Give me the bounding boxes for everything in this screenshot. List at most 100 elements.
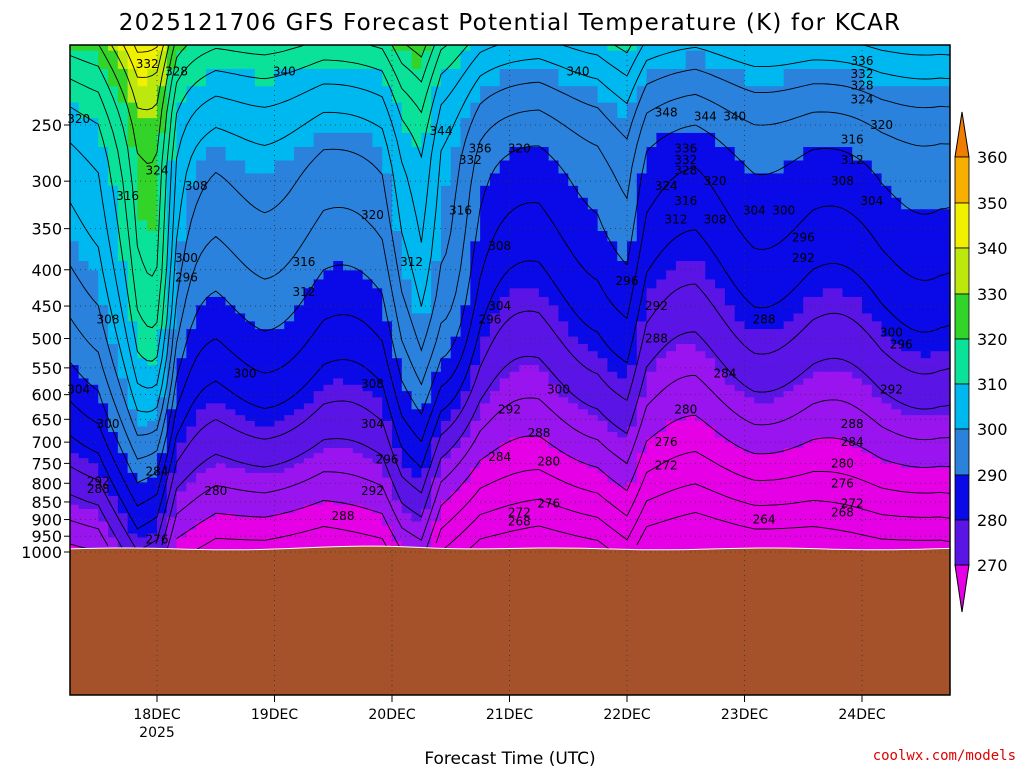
field-cell: [450, 230, 462, 242]
field-cell: [176, 287, 187, 297]
field-cell: [519, 146, 530, 161]
field-cell: [558, 520, 569, 526]
field-cell: [489, 457, 501, 464]
field-cell: [431, 278, 442, 289]
field-cell: [480, 45, 491, 51]
field-cell: [617, 219, 628, 231]
field-cell: [499, 447, 511, 454]
field-cell: [401, 287, 413, 297]
field-cell: [333, 85, 344, 103]
field-cell: [548, 146, 560, 161]
field-cell: [147, 159, 158, 174]
field-cell: [372, 536, 383, 542]
field-cell: [245, 328, 256, 337]
field-cell: [235, 304, 246, 314]
field-cell: [225, 457, 236, 464]
field-cell: [744, 472, 755, 478]
field-cell: [666, 481, 677, 487]
field-cell: [715, 197, 726, 210]
field-cell: [724, 532, 736, 538]
field-cell: [70, 490, 80, 496]
field-cell: [352, 457, 364, 464]
field-cell: [137, 371, 148, 379]
field-cell: [127, 499, 139, 505]
field-cell: [245, 508, 256, 514]
field-cell: [715, 490, 726, 496]
field-cell: [519, 50, 530, 69]
field-cell: [264, 287, 276, 297]
field-cell: [558, 197, 569, 210]
field-cell: [88, 357, 99, 366]
field-cell: [245, 495, 256, 501]
field-cell: [431, 462, 442, 469]
field-cell: [205, 132, 217, 148]
field-cell: [646, 452, 657, 459]
field-cell: [186, 425, 197, 432]
field-cell: [343, 377, 354, 385]
field-cell: [597, 420, 609, 427]
field-cell: [460, 172, 471, 186]
field-cell: [205, 159, 217, 174]
field-cell: [196, 402, 207, 410]
field-cell: [137, 512, 148, 518]
field-cell: [254, 457, 266, 464]
field-cell: [724, 528, 736, 534]
field-cell: [78, 269, 90, 280]
field-cell: [636, 364, 648, 372]
field-cell: [205, 532, 217, 538]
field-cell: [98, 536, 109, 542]
field-cell: [685, 250, 697, 261]
field-cell: [519, 462, 530, 469]
field-cell: [617, 45, 628, 51]
field-cell: [225, 350, 236, 359]
field-cell: [627, 532, 638, 538]
field-cell: [558, 447, 569, 454]
field-cell: [568, 172, 579, 186]
field-cell: [264, 377, 276, 385]
field-cell: [421, 101, 432, 119]
field-cell: [245, 146, 256, 161]
field-cell: [176, 396, 187, 404]
field-cell: [245, 436, 256, 443]
field-cell: [294, 524, 305, 530]
field-cell: [529, 516, 540, 522]
field-cell: [411, 431, 422, 438]
field-cell: [744, 278, 755, 289]
field-cell: [411, 520, 422, 526]
field-cell: [245, 540, 256, 546]
field-cell: [40, 68, 50, 86]
field-cell: [196, 350, 207, 359]
field-cell: [656, 477, 667, 483]
field-cell: [578, 269, 589, 280]
field-cell: [362, 371, 374, 379]
field-cell: [98, 504, 109, 509]
field-cell: [254, 343, 266, 352]
field-cell: [362, 350, 374, 359]
field-cell: [157, 240, 168, 252]
field-cell: [235, 371, 246, 379]
field-cell: [108, 336, 119, 344]
field-cell: [568, 414, 579, 421]
field-cell: [245, 45, 256, 51]
field-cell: [509, 408, 520, 416]
field-cell: [157, 396, 168, 404]
field-cell: [352, 462, 364, 469]
field-cell: [166, 371, 178, 379]
field-cell: [303, 278, 315, 289]
field-cell: [186, 278, 197, 289]
field-cell: [636, 336, 648, 344]
field-cell: [499, 436, 511, 443]
field-cell: [186, 371, 197, 379]
field-cell: [607, 185, 618, 198]
field-cell: [117, 516, 129, 522]
field-cell: [666, 371, 677, 379]
field-cell: [558, 159, 569, 174]
field-cell: [431, 477, 442, 483]
field-cell: [78, 499, 90, 505]
field-cell: [225, 287, 236, 297]
field-cell: [529, 495, 540, 501]
field-cell: [754, 508, 765, 514]
field-cell: [147, 132, 158, 148]
field-cell: [685, 532, 697, 538]
field-cell: [147, 512, 158, 518]
